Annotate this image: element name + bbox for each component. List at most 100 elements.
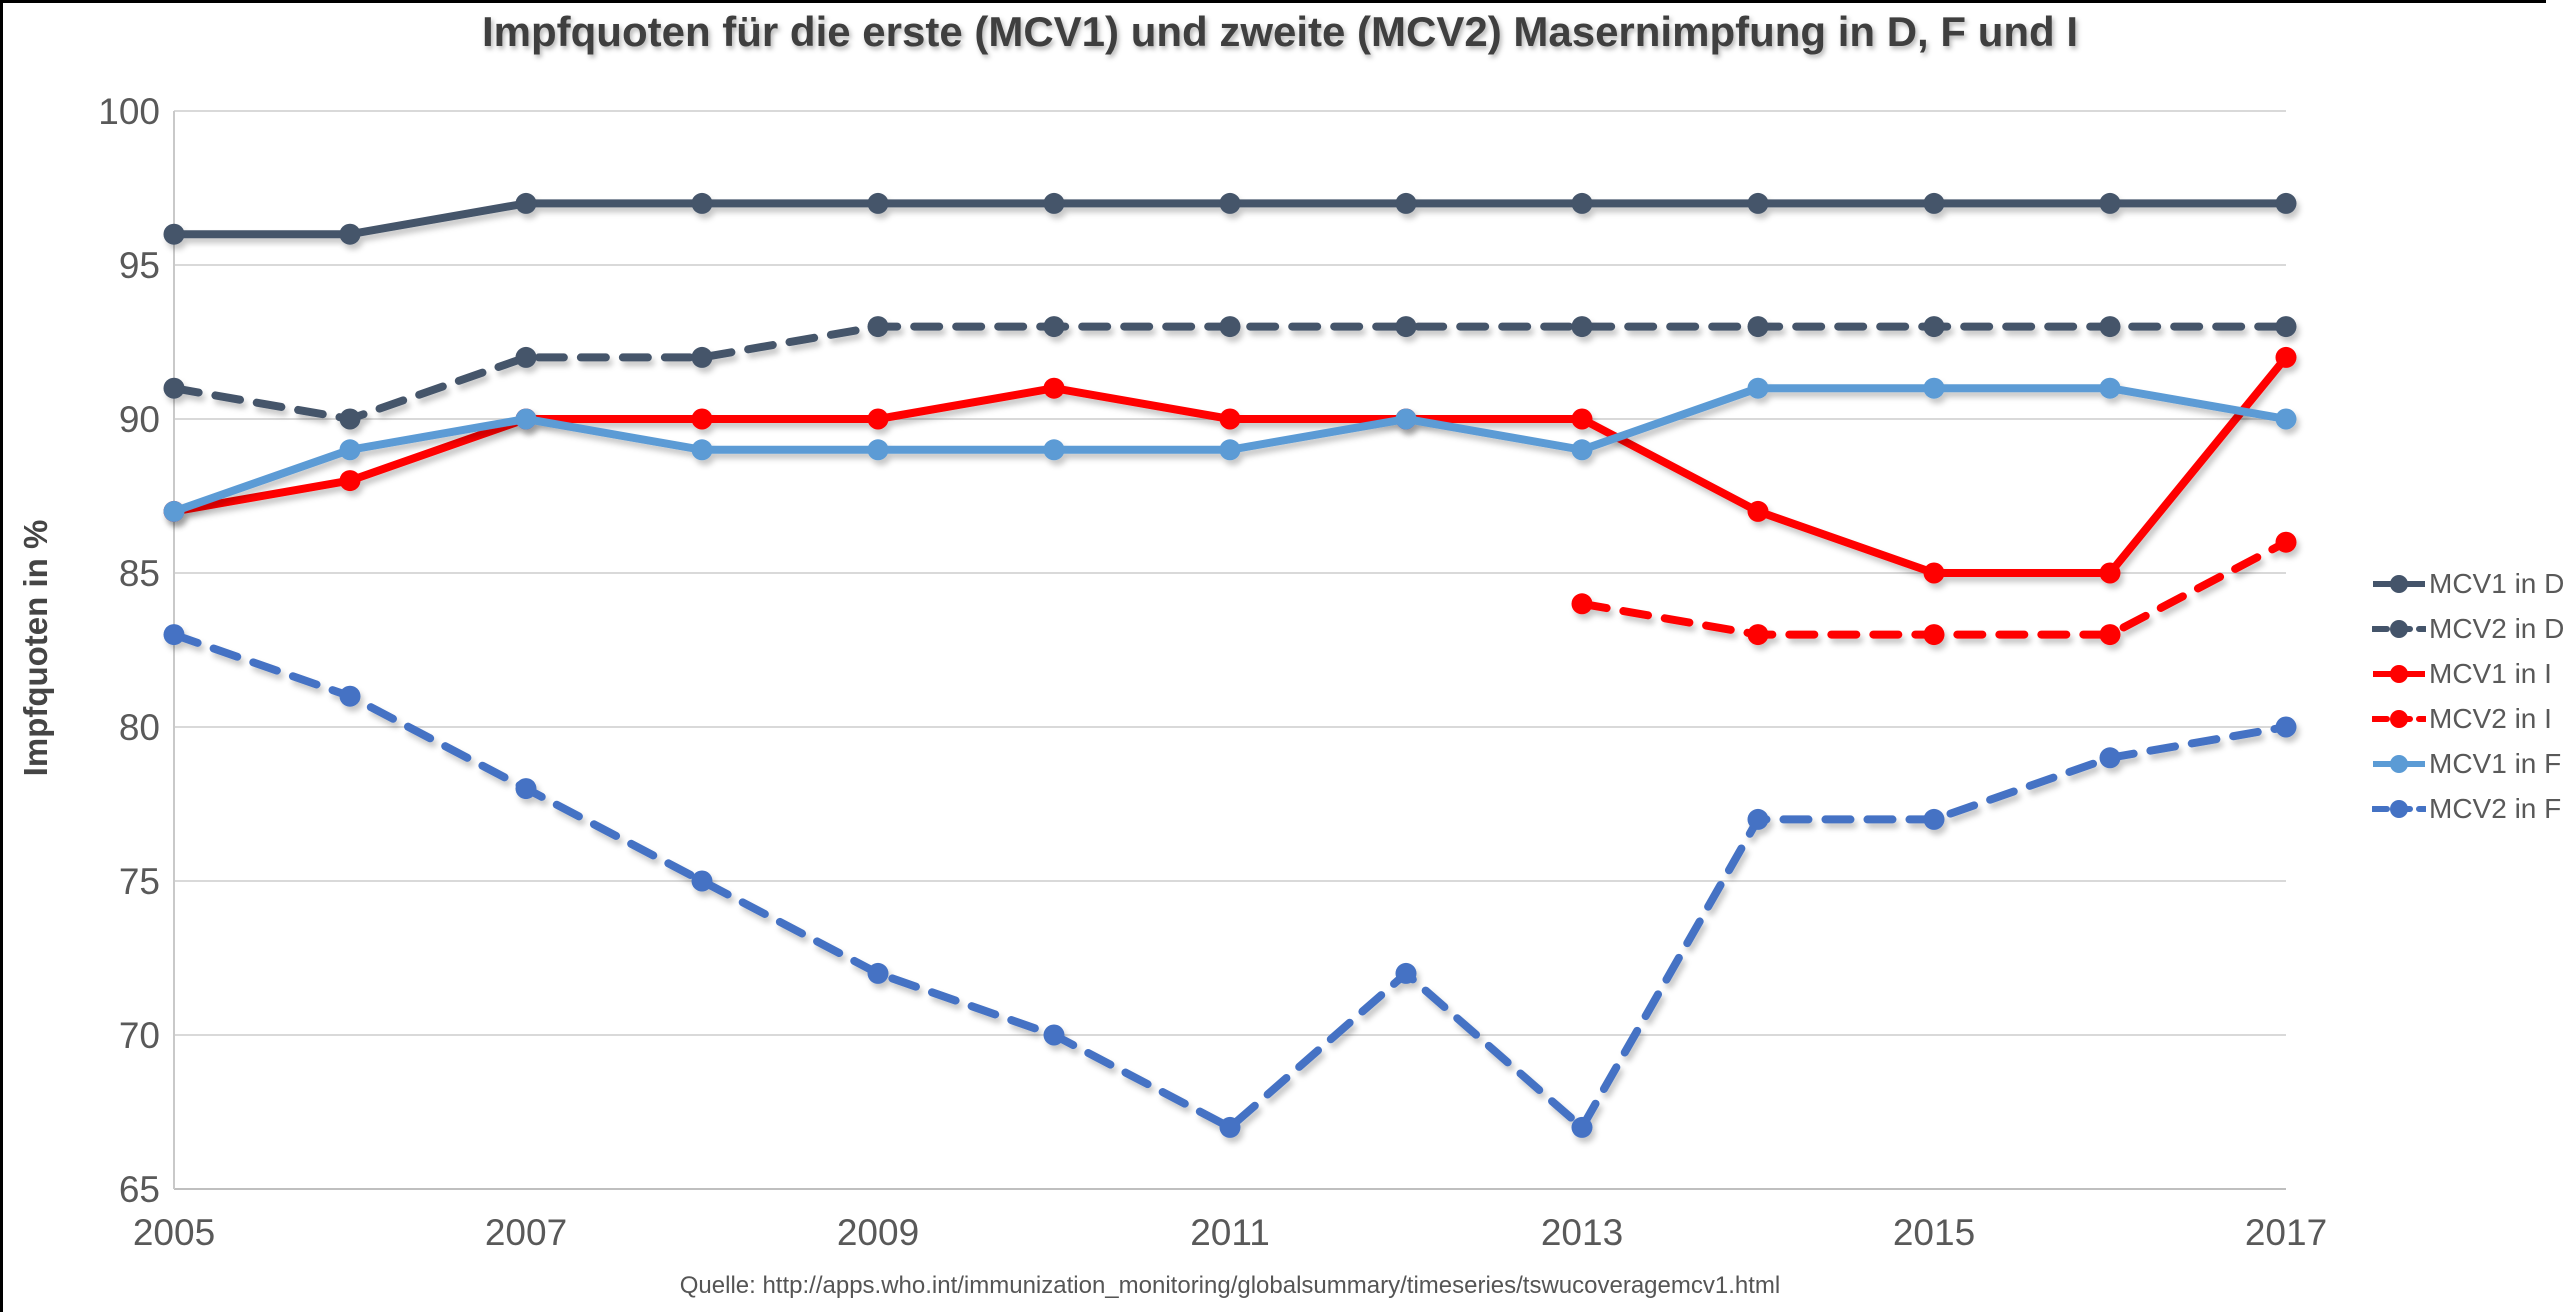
data-point-mcv1-in-d-2015 (1923, 192, 1945, 214)
legend-marker-mcv1-in-d (2373, 574, 2425, 593)
legend-label-mcv1-in-d: MCV1 in D (2429, 567, 2565, 599)
legend-item-mcv1-in-d: MCV1 in D (2372, 561, 2564, 606)
data-point-mcv2-in-f-2016 (2099, 747, 2121, 769)
data-point-mcv1-in-f-2011 (1219, 439, 1241, 461)
y-tick-label-70: 70 (119, 1015, 160, 1056)
series-mcv2-in-i (1571, 531, 2297, 646)
screen-edge-top (0, 0, 2546, 3)
data-point-mcv2-in-d-2005 (163, 377, 185, 399)
data-point-mcv2-in-f-2012 (1395, 962, 1417, 984)
data-point-mcv1-in-d-2009 (867, 192, 889, 214)
x-tick-label-2017: 2017 (2245, 1212, 2327, 1253)
y-tick-label-90: 90 (119, 399, 160, 440)
legend-item-mcv2-in-i: MCV2 in I (2372, 696, 2564, 741)
legend-label-mcv1-in-f: MCV1 in F (2429, 747, 2562, 779)
data-point-mcv2-in-i-2013 (1571, 593, 1593, 615)
y-tick-label-75: 75 (119, 861, 160, 902)
data-point-mcv1-in-d-2016 (2099, 192, 2121, 214)
data-point-mcv1-in-f-2017 (2275, 408, 2297, 430)
data-point-mcv2-in-f-2017 (2275, 716, 2297, 738)
x-tick-label-2009: 2009 (837, 1212, 919, 1253)
data-point-mcv1-in-d-2013 (1571, 192, 1593, 214)
data-point-mcv1-in-i-2006 (339, 470, 361, 492)
legend-item-mcv1-in-f: MCV1 in F (2372, 741, 2564, 786)
legend-label-mcv2-in-f: MCV2 in F (2429, 792, 2562, 824)
data-point-mcv2-in-f-2008 (691, 870, 713, 892)
data-point-mcv1-in-d-2010 (1043, 192, 1065, 214)
data-point-mcv1-in-d-2017 (2275, 192, 2297, 214)
data-point-mcv2-in-d-2015 (1923, 316, 1945, 338)
x-tick-label-2015: 2015 (1893, 1212, 1975, 1253)
data-point-mcv2-in-d-2006 (339, 408, 361, 430)
data-point-mcv1-in-d-2005 (163, 223, 185, 245)
screen-edge-left (0, 0, 3, 1312)
legend-marker-mcv1-in-f (2373, 754, 2425, 773)
data-point-mcv1-in-i-2011 (1219, 408, 1241, 430)
data-point-mcv1-in-f-2009 (867, 439, 889, 461)
data-point-mcv1-in-i-2013 (1571, 408, 1593, 430)
legend-label-mcv2-in-d: MCV2 in D (2429, 612, 2565, 644)
y-tick-label-65: 65 (119, 1169, 160, 1210)
legend-marker-mcv1-in-i (2373, 664, 2425, 683)
data-point-mcv2-in-f-2014 (1747, 808, 1769, 830)
data-point-mcv1-in-i-2015 (1923, 562, 1945, 584)
data-point-mcv1-in-f-2006 (339, 439, 361, 461)
data-point-mcv2-in-f-2010 (1043, 1024, 1065, 1046)
data-point-mcv1-in-f-2015 (1923, 377, 1945, 399)
series-line-mcv2-in-d (170, 322, 2290, 423)
data-point-mcv2-in-f-2013 (1571, 1116, 1593, 1138)
data-point-mcv2-in-d-2013 (1571, 316, 1593, 338)
data-point-mcv1-in-f-2016 (2099, 377, 2121, 399)
series-mcv2-in-d (163, 316, 2297, 430)
series-line-mcv2-in-i (1578, 538, 2290, 639)
data-point-mcv2-in-f-2011 (1219, 1116, 1241, 1138)
data-point-mcv1-in-i-2014 (1747, 500, 1769, 522)
data-point-mcv1-in-i-2009 (867, 408, 889, 430)
data-point-mcv2-in-i-2016 (2099, 624, 2121, 646)
legend-marker-mcv2-in-f (2372, 799, 2426, 818)
x-tick-label-2005: 2005 (133, 1212, 215, 1253)
legend-item-mcv1-in-i: MCV1 in I (2372, 651, 2564, 696)
data-point-mcv2-in-f-2015 (1923, 808, 1945, 830)
series-mcv1-in-f (163, 377, 2297, 522)
y-tick-label-80: 80 (119, 707, 160, 748)
data-point-mcv2-in-d-2007 (515, 346, 537, 368)
data-point-mcv2-in-f-2009 (867, 962, 889, 984)
data-point-mcv2-in-i-2014 (1747, 624, 1769, 646)
x-tick-label-2013: 2013 (1541, 1212, 1623, 1253)
y-tick-label-85: 85 (119, 553, 160, 594)
y-tick-label-100: 100 (98, 91, 160, 132)
series-mcv1-in-i (163, 346, 2297, 584)
data-point-mcv1-in-i-2008 (691, 408, 713, 430)
x-tick-label-2007: 2007 (485, 1212, 567, 1253)
data-point-mcv1-in-i-2010 (1043, 377, 1065, 399)
legend-label-mcv1-in-i: MCV1 in I (2429, 657, 2552, 689)
data-point-mcv2-in-d-2017 (2275, 316, 2297, 338)
data-point-mcv2-in-d-2008 (691, 346, 713, 368)
data-point-mcv1-in-i-2016 (2099, 562, 2121, 584)
data-point-mcv2-in-d-2009 (867, 316, 889, 338)
legend-item-mcv2-in-d: MCV2 in D (2372, 606, 2564, 651)
data-point-mcv2-in-f-2005 (163, 624, 185, 646)
data-point-mcv1-in-i-2017 (2275, 346, 2297, 368)
legend-item-mcv2-in-f: MCV2 in F (2372, 786, 2564, 831)
data-point-mcv1-in-d-2012 (1395, 192, 1417, 214)
data-point-mcv1-in-f-2007 (515, 408, 537, 430)
legend-marker-mcv2-in-i (2372, 709, 2426, 728)
data-point-mcv2-in-f-2007 (515, 778, 537, 800)
data-point-mcv2-in-f-2006 (339, 685, 361, 707)
legend-label-mcv2-in-i: MCV2 in I (2429, 702, 2552, 734)
data-point-mcv1-in-f-2008 (691, 439, 713, 461)
data-point-mcv2-in-d-2016 (2099, 316, 2121, 338)
data-point-mcv1-in-d-2014 (1747, 192, 1769, 214)
source-citation: Quelle: http://apps.who.int/immunization… (679, 1272, 1781, 1299)
data-point-mcv1-in-f-2014 (1747, 377, 1769, 399)
data-point-mcv1-in-f-2010 (1043, 439, 1065, 461)
series-mcv2-in-f (163, 624, 2297, 1138)
chart-title: Impfquoten für die erste (MCV1) und zwei… (481, 8, 2079, 55)
data-point-mcv2-in-i-2017 (2275, 531, 2297, 553)
x-tick-label-2011: 2011 (1190, 1212, 1270, 1253)
data-point-mcv1-in-d-2011 (1219, 192, 1241, 214)
data-point-mcv2-in-d-2014 (1747, 316, 1769, 338)
